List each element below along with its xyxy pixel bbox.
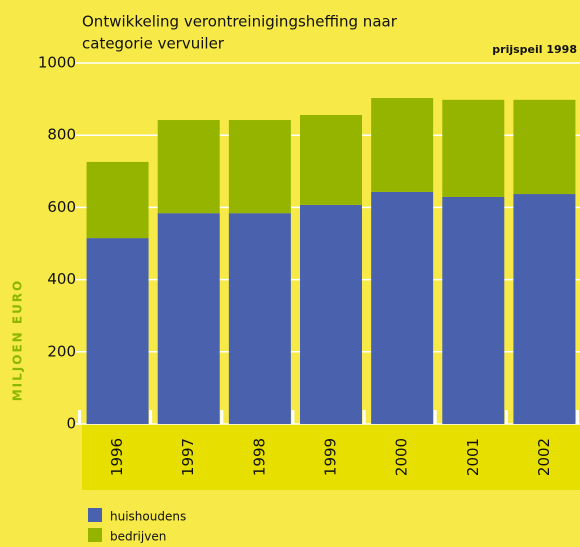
y-tick-label: 0 — [66, 415, 76, 433]
x-tick-label: 1997 — [179, 438, 197, 476]
x-tick-label: 1999 — [322, 438, 340, 476]
tick-mark — [78, 410, 81, 424]
bar — [157, 120, 220, 214]
chart-title: Ontwikkeling verontreinigingsheffing naa… — [82, 13, 398, 31]
legend-label: huishoudens — [110, 510, 186, 524]
bar — [86, 238, 149, 424]
tick-mark — [504, 410, 508, 424]
bar — [157, 213, 220, 424]
tick-mark — [149, 410, 153, 424]
bar — [513, 99, 576, 195]
tick-mark — [291, 410, 295, 424]
y-tick-label: 1000 — [38, 54, 76, 72]
tick-mark — [433, 410, 437, 424]
y-tick-label: 200 — [47, 342, 76, 360]
y-tick-label: 400 — [47, 270, 76, 288]
y-axis-label: MILJOEN EURO — [11, 279, 25, 402]
y-tick-label: 800 — [47, 126, 76, 144]
x-tick-label: 2001 — [464, 438, 482, 476]
bar — [371, 98, 434, 192]
x-axis-band — [82, 424, 580, 490]
bar — [300, 114, 362, 205]
legend-label: bedrijven — [110, 530, 166, 544]
bar — [513, 194, 576, 424]
tick-mark — [362, 410, 366, 424]
chart-title: categorie vervuiler — [82, 35, 225, 53]
x-tick-label: 1998 — [250, 438, 268, 476]
x-tick-label: 1996 — [108, 438, 126, 476]
x-tick-label: 2002 — [535, 438, 553, 476]
tick-mark — [576, 410, 579, 424]
bar — [371, 191, 434, 424]
legend-swatch — [88, 508, 102, 522]
tick-mark — [220, 410, 224, 424]
x-tick-label: 2000 — [393, 438, 411, 476]
bar — [86, 161, 149, 239]
subtitle: prijspeil 1998 — [492, 43, 577, 56]
bar — [300, 204, 362, 424]
legend-swatch — [88, 528, 102, 542]
bar — [228, 120, 291, 214]
bar — [228, 213, 291, 424]
bar — [442, 99, 505, 197]
y-tick-label: 600 — [47, 198, 76, 216]
bar — [442, 196, 505, 424]
